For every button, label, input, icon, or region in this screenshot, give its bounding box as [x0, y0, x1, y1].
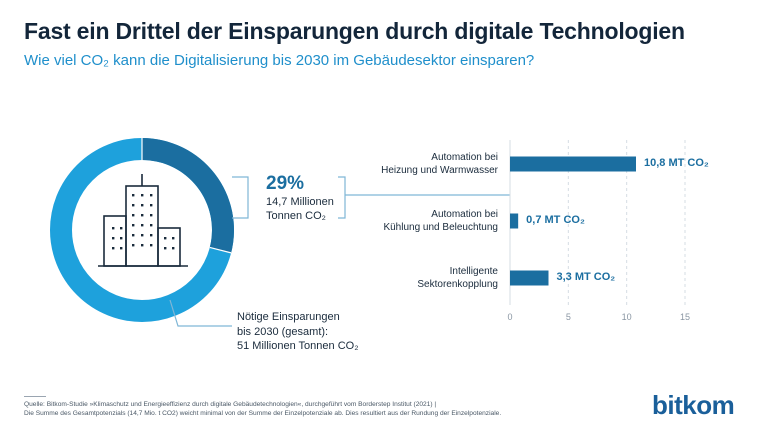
chart-title: Fast ein Drittel der Einsparungen durch …: [24, 18, 685, 44]
source-divider: [24, 396, 46, 397]
donut-share-percent: 29%: [266, 173, 305, 194]
donut-total-line2: bis 2030 (gesamt):: [237, 325, 329, 338]
x-tick-label: 5: [565, 312, 571, 322]
donut-share-text-line2: Tonnen CO₂: [266, 210, 326, 222]
building-icon: [98, 174, 188, 267]
value-label: 3,3 MT CO₂: [556, 271, 616, 283]
bar: [510, 270, 549, 286]
donut-digital-segment: [142, 138, 234, 253]
x-tick-label: 15: [679, 312, 690, 322]
donut-total-line1: Nötige Einsparungen: [237, 311, 340, 323]
source-line1: Quelle: Bitkom-Studie »Klimaschutz und E…: [24, 401, 437, 408]
bitkom-logo: bitkom: [652, 390, 735, 420]
bar: [510, 213, 519, 229]
x-tick-label: 0: [507, 312, 513, 322]
source-line2: Die Summe des Gesamtpotenzials (14,7 Mio…: [24, 410, 502, 417]
value-label: 10,8 MT CO₂: [644, 157, 709, 169]
category-label: Intelligente Sektorenkopplung: [417, 266, 498, 290]
bar: [510, 156, 636, 172]
donut-total-text: Nötige Einsparungen bis 2030 (gesamt): 5…: [237, 310, 407, 354]
category-label: Automation bei Heizung und Warmwasser: [381, 152, 498, 176]
bar-bracket: [338, 176, 346, 219]
chart-subtitle: Wie viel CO₂ kann die Digitalisierung bi…: [24, 52, 535, 69]
total-connector: [169, 299, 232, 327]
value-label: 0,7 MT CO₂: [526, 214, 585, 226]
donut-share-text: 14,7 Millionen Tonnen CO₂: [266, 195, 376, 223]
callout-bracket: [232, 176, 249, 219]
donut-share-text-line1: 14,7 Millionen: [266, 196, 334, 208]
source-note: Quelle: Bitkom-Studie »Klimaschutz und E…: [24, 400, 584, 418]
category-label: Automation bei Kühlung und Beleuchtung: [383, 209, 498, 233]
donut-separator: [209, 246, 232, 254]
x-tick-label: 10: [621, 312, 632, 322]
donut-total-line3: 51 Millionen Tonnen CO₂: [237, 340, 359, 352]
